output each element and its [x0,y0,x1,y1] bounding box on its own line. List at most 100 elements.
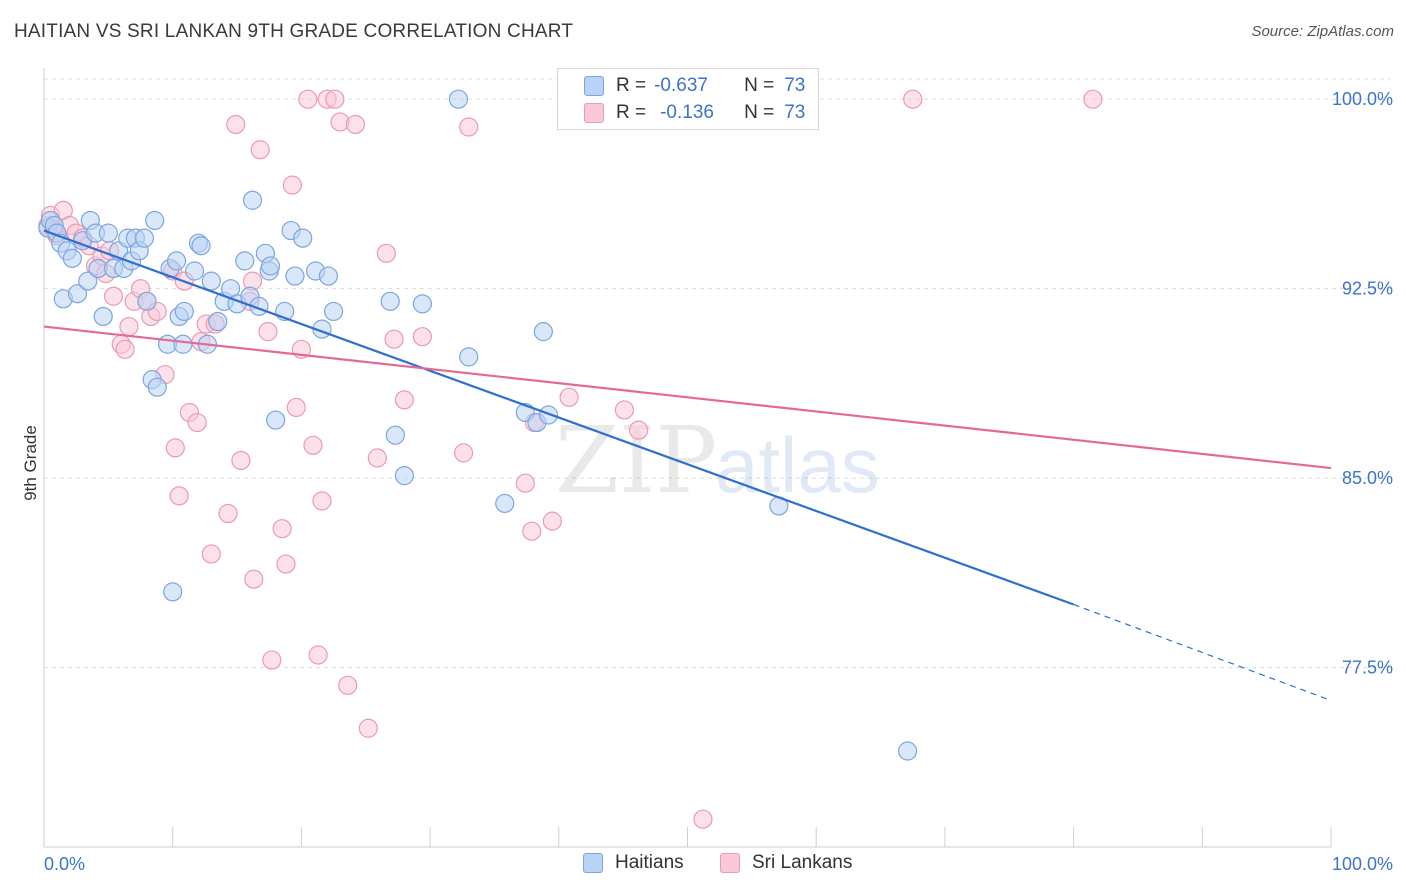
haitians-point-59 [323,301,344,322]
haitians-point-7 [62,248,82,268]
watermark: ZIP atlas [555,407,880,514]
srilankans-point-65 [522,521,542,541]
srilankans-point-28 [187,412,207,433]
srilankans-point-58 [376,243,396,263]
haitians-point-65 [459,347,479,367]
srilankans-point-33 [218,503,238,524]
haitians-point-27 [147,377,167,397]
y-tick-label-1: 85.0% [1342,468,1393,488]
srilankans-point-49 [308,645,328,665]
haitians-point-46 [242,190,263,210]
srilankans-point-55 [345,114,366,135]
srilankans-r-value: -0.136 [660,102,714,123]
srilankans-point-61 [412,327,432,347]
haitians-point-23 [134,228,154,248]
srilankans-trend-line [43,325,1332,470]
srilankans-point-31 [201,544,221,564]
srilankans-point-64 [515,473,535,493]
srilankans-point-40 [258,322,278,342]
haitians-r-label: R = [616,75,647,96]
haitians-point-10 [78,271,98,291]
haitians-point-39 [201,271,221,291]
legend-srilankans-swatch [720,853,740,873]
haitians-point-64 [448,89,469,109]
y-axis-label: 9th Grade [21,425,40,501]
srilankans-point-13 [103,286,124,306]
haitians-point-72 [897,741,918,761]
haitians-point-34 [174,301,194,322]
watermark-atlas: atlas [715,421,880,509]
series-legend: Haitians Sri Lankans [0,852,1406,878]
srilankans-point-69 [614,400,635,420]
legend-item-srilankans: Sri Lankans [720,852,852,874]
haitians-point-14 [93,306,113,327]
haitians-point-61 [385,425,405,445]
srilankans-point-39 [250,140,270,160]
haitians-point-40 [208,311,228,332]
srilankans-point-47 [298,89,318,109]
legend-haitians-swatch [583,853,603,873]
haitians-point-33 [173,334,193,354]
haitians-point-26 [145,210,165,231]
srilankans-point-15 [115,339,135,359]
haitians-point-62 [394,466,414,486]
haitians-point-51 [266,410,286,430]
srilankans-point-71 [693,809,713,829]
haitians-trend-extension [1073,603,1332,702]
srilankans-r-label: R = [616,102,647,123]
srilankans-point-41 [262,650,282,670]
srilankans-swatch [584,103,604,123]
legend-row-srilankans: R = -0.136 N = 73 [558,100,805,126]
srilankans-point-60 [394,390,414,410]
legend-item-haitians: Haitians [583,852,684,874]
srilankans-point-24 [165,438,185,458]
legend-row-haitians: R = -0.637 N = 73 [558,73,805,99]
srilankans-point-62 [453,443,474,463]
srilankans-point-72 [903,89,923,109]
haitians-point-69 [538,405,559,425]
srilankans-point-67 [542,511,562,531]
srilankans-point-59 [384,329,404,349]
srilankans-point-25 [169,486,189,506]
haitians-point-44 [235,251,255,271]
trend-lines [43,229,1332,702]
haitians-point-50 [260,256,281,276]
tick-labels: 77.5% 85.0% 92.5% 100.0% 0.0% 100.0% [44,89,1393,874]
haitians-point-37 [191,236,211,256]
srilankans-n-value: 73 [784,102,806,123]
haitians-point-70 [533,322,553,342]
source-label: Source: ZipAtlas.com [1251,23,1394,40]
srilankans-point-42 [272,519,292,539]
srilankans-point-44 [282,175,302,195]
srilankans-point-50 [312,491,332,511]
chart-title: HAITIAN VS SRI LANKAN 9TH GRADE CORRELAT… [14,21,574,42]
haitians-swatch [584,76,604,96]
srilankans-point-54 [338,675,358,695]
srilankans-point-56 [358,718,378,738]
haitians-point-63 [412,294,432,314]
haitians-point-35 [184,261,205,281]
srilankans-point-43 [276,554,296,574]
haitians-point-24 [137,291,157,311]
haitians-point-8 [67,284,88,304]
srilankans-point-70 [628,420,649,440]
srilankans-point-45 [286,397,306,418]
haitians-point-30 [163,582,183,602]
srilankans-point-57 [367,448,387,468]
srilankans-n-label: N = [744,102,775,123]
srilankans-point-73 [1083,89,1103,109]
srilankans-point-48 [303,435,323,455]
x-tick-label-1: 100.0% [1332,854,1393,874]
x-tick-label-0: 0.0% [44,854,85,874]
haitians-point-15 [98,223,118,243]
haitians-n-value: 73 [784,75,806,96]
haitians-point-66 [495,493,515,514]
legend-srilankans-label: Sri Lankans [752,852,853,873]
stats-legend: R = -0.637 N = 73 R = -0.136 N = 73 [557,68,819,130]
srilankans-point-63 [459,117,479,137]
srilankans-point-16 [119,316,139,337]
axes [43,68,1332,848]
haitians-n-label: N = [744,75,775,96]
haitians-r-value: -0.637 [654,75,708,96]
